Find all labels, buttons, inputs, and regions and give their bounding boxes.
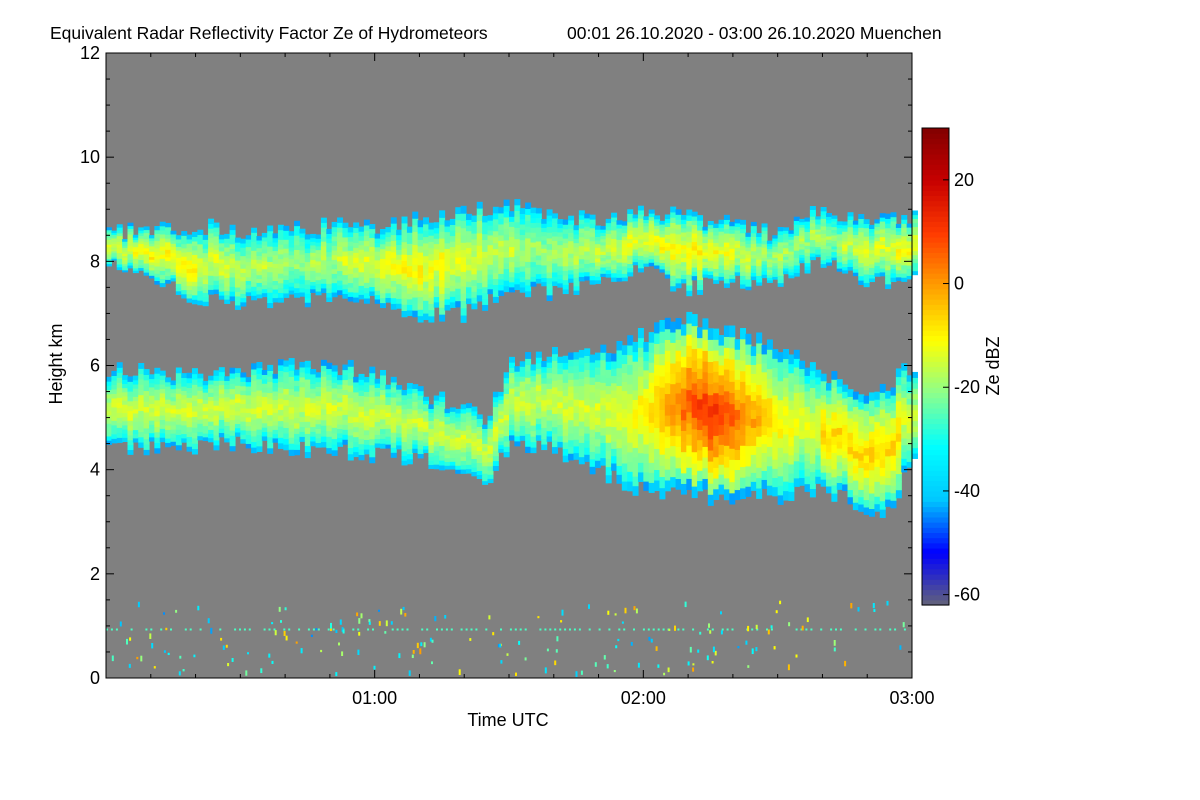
y-axis-label: Height km: [46, 323, 66, 404]
y-tick-label: 8: [90, 251, 100, 271]
y-tick-label: 10: [80, 147, 100, 167]
colorbar: -60 -40 -20 0 20: [921, 127, 980, 606]
colorbar-tick-label: -20: [954, 377, 980, 397]
y-axis: 0 2 4 6 8 10 12: [80, 43, 912, 688]
x-tick-label: 02:00: [621, 688, 666, 708]
x-tick-label: 03:00: [889, 688, 934, 708]
x-axis: 01:00 02:00 03:00: [150, 53, 935, 708]
colorbar-tick-label: -60: [954, 585, 980, 605]
x-tick-label: 01:00: [352, 688, 397, 708]
colorbar-frame: [921, 127, 950, 606]
plot-area: [105, 52, 918, 679]
cloud-layer-upper: [106, 199, 918, 323]
ground-clutter: [106, 600, 906, 677]
chart-time-range: 00:01 26.10.2020 - 03:00 26.10.2020 Muen…: [567, 23, 942, 43]
colorbar-tick-label: 0: [954, 274, 964, 294]
y-tick-label: 0: [90, 668, 100, 688]
y-tick-label: 6: [90, 356, 100, 376]
y-tick-label: 4: [90, 460, 100, 480]
colorbar-label: Ze dBZ: [983, 336, 1003, 395]
y-tick-label: 12: [80, 43, 100, 63]
y-tick-label: 2: [90, 564, 100, 584]
colorbar-tick-label: -40: [954, 481, 980, 501]
chart-title: Equivalent Radar Reflectivity Factor Ze …: [50, 23, 488, 43]
x-axis-label: Time UTC: [467, 710, 548, 730]
cloud-layer-lower: [106, 311, 918, 518]
colorbar-tick-label: 20: [954, 170, 974, 190]
